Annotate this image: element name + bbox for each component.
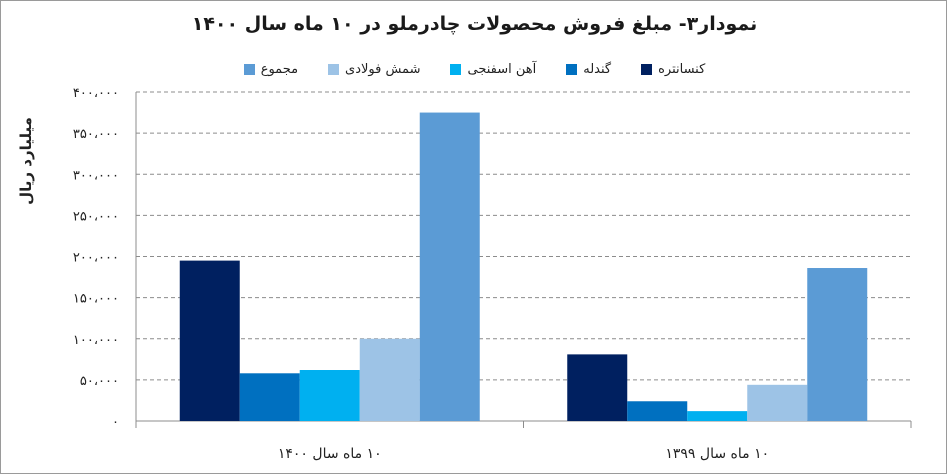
legend-swatch xyxy=(641,63,653,75)
legend-item-5: مجموع xyxy=(243,61,299,77)
bar xyxy=(239,373,300,421)
y-tick-label: ۰ xyxy=(112,415,119,430)
bar xyxy=(627,401,688,421)
y-axis-label: میلیارد ریال xyxy=(17,117,35,205)
bar xyxy=(299,370,360,421)
legend-item-1: کنسانتره xyxy=(641,62,705,77)
y-tick-label: ۳۰۰،۰۰۰ xyxy=(73,168,119,183)
y-tick-label: ۱۵۰،۰۰۰ xyxy=(73,292,119,307)
y-tick-label: ۲۵۰،۰۰۰ xyxy=(73,209,119,224)
legend-item-3: آهن اسفنجی xyxy=(450,62,536,77)
legend-item-4: شمش فولادی xyxy=(328,62,420,77)
bar xyxy=(747,384,808,421)
bar xyxy=(567,354,628,421)
bar xyxy=(419,112,480,421)
legend-label: گندله xyxy=(583,61,612,77)
legend-swatch xyxy=(243,63,255,75)
legend-label: کنسانتره xyxy=(658,61,706,77)
y-tick-label: ۵۰،۰۰۰ xyxy=(80,374,119,389)
y-tick-label: ۳۵۰،۰۰۰ xyxy=(73,127,119,142)
legend-swatch xyxy=(450,63,462,75)
chart-legend: کنسانتره گندله آهن اسفنجی شمش فولادی مجموع xyxy=(1,59,947,79)
legend-item-2: گندله xyxy=(566,62,611,77)
chart-title: نمودار۳- مبلغ فروش محصولات چادرملو در ۱۰… xyxy=(191,13,758,35)
bar xyxy=(807,268,868,421)
bar xyxy=(687,411,748,421)
legend-swatch xyxy=(328,63,340,75)
y-tick-label: ۱۰۰،۰۰۰ xyxy=(73,333,119,348)
legend-label: آهن اسفنجی xyxy=(467,61,537,77)
y-tick-label: ۴۰۰،۰۰۰ xyxy=(73,86,119,101)
legend-label: مجموع xyxy=(260,61,299,77)
legend-swatch xyxy=(566,63,578,75)
x-tick-label: ۱۰ ماه سال ۱۴۰۰ xyxy=(278,446,382,462)
bar xyxy=(359,338,420,421)
bar xyxy=(179,260,240,421)
y-tick-label: ۲۰۰،۰۰۰ xyxy=(73,251,119,266)
legend-label: شمش فولادی xyxy=(345,61,421,77)
x-tick-label: ۱۰ ماه سال ۱۳۹۹ xyxy=(665,446,769,462)
